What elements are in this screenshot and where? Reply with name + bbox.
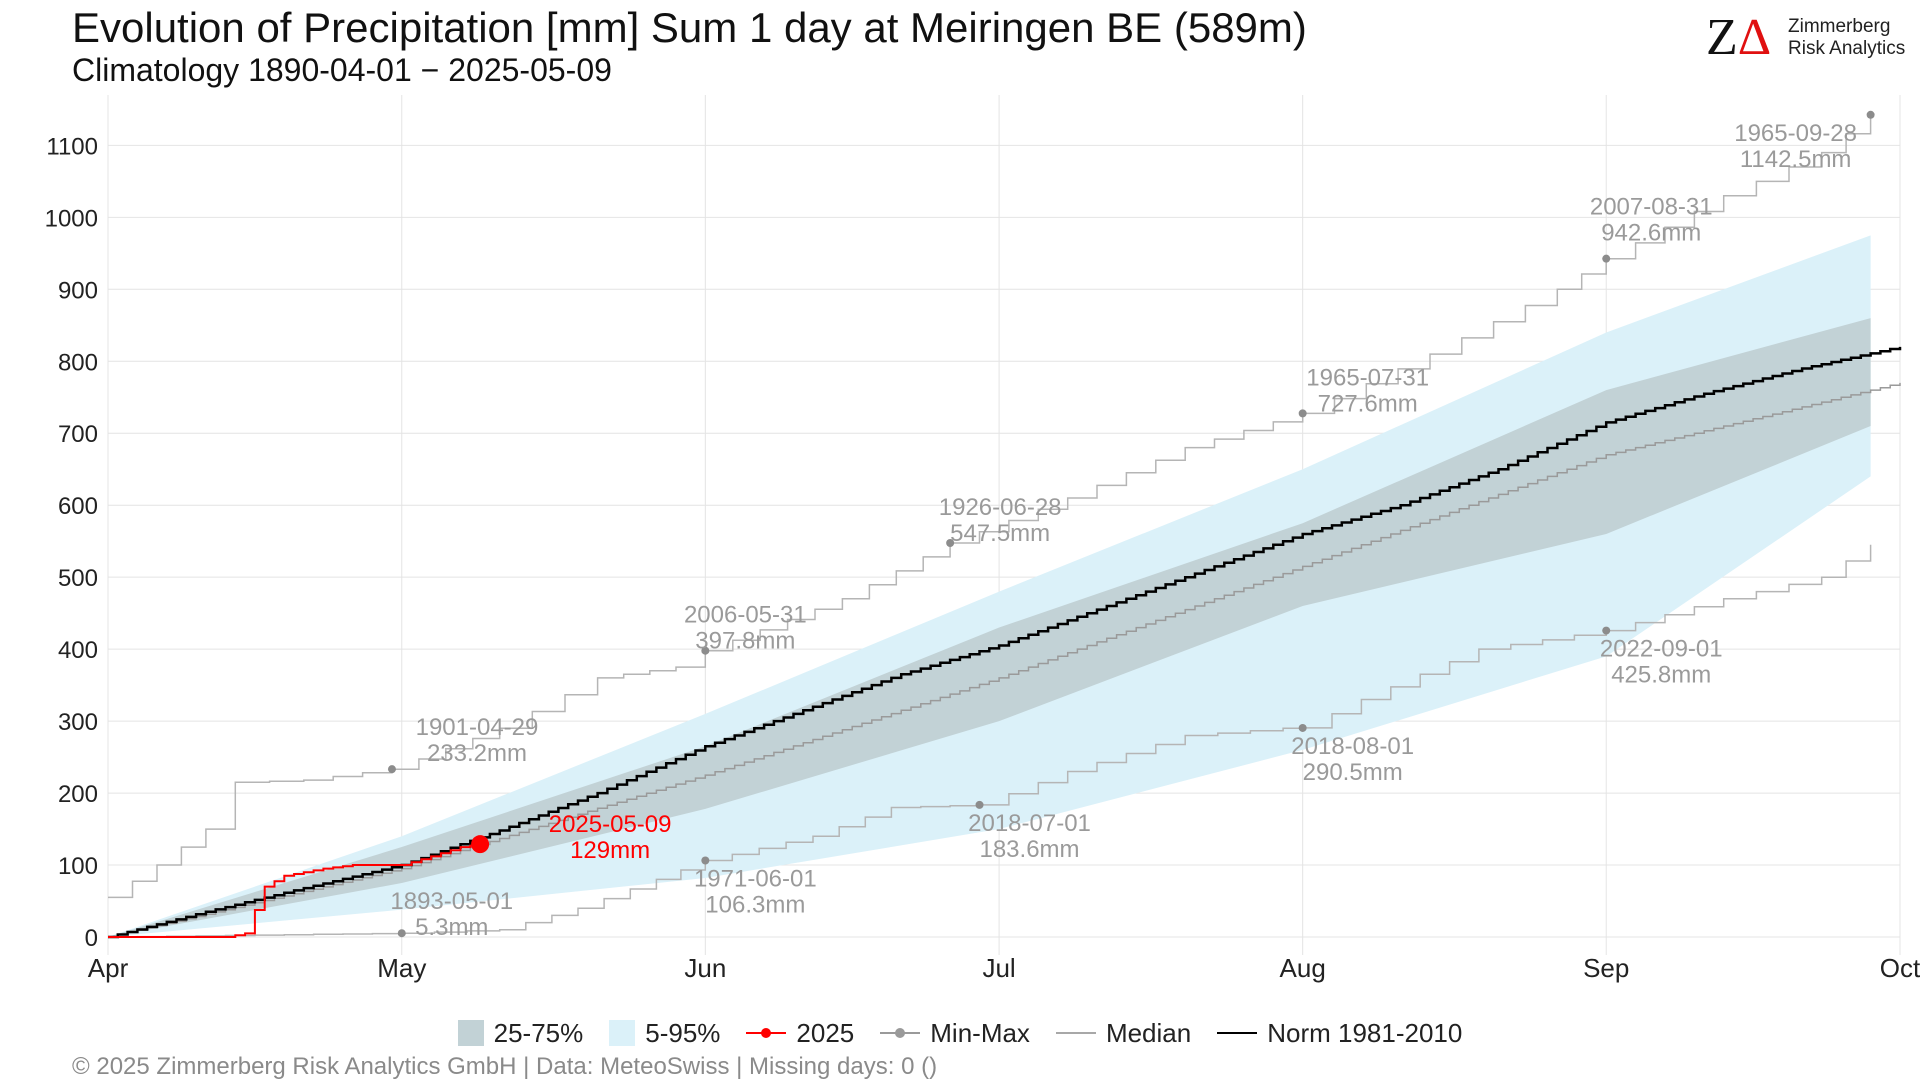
chart-subtitle: Climatology 1890-04-01 − 2025-05-09 <box>72 52 612 88</box>
legend-current-label: 2025 <box>796 1017 855 1048</box>
annotation-point-1965-07-31 <box>1298 409 1307 418</box>
legend-median-swatch <box>1055 1020 1096 1046</box>
legend: 25-75% 5-95% 2025 Min-Max Median Norm 19… <box>0 1013 1920 1053</box>
x-tick-label-jul: Jul <box>982 953 1015 983</box>
annotation-value-1965-09-28: 1142.5mm <box>1740 146 1852 173</box>
logo-line-1: Zimmerberg <box>1788 16 1891 37</box>
legend-norm-swatch <box>1217 1020 1258 1046</box>
logo-mark: ZΔ <box>1706 10 1771 66</box>
axis-labels: 0 100 200 300 400 500 600 700 800 900 1000 1100 Apr M… <box>45 133 1920 983</box>
y-tick-label-0: 0 <box>85 925 98 952</box>
y-tick-label-400: 400 <box>58 637 98 664</box>
annotation-date-2018-08-01: 2018-08-01 <box>1291 733 1414 760</box>
series-line-2025 <box>108 844 482 939</box>
annotation-value-1965-07-31: 727.6mm <box>1318 390 1418 417</box>
annotation-value-2022-09-01: 425.8mm <box>1611 662 1711 689</box>
y-tick-label-700: 700 <box>58 421 98 448</box>
annotation-date-1971-06-01: 1971-06-01 <box>694 866 817 893</box>
y-tick-label-100: 100 <box>58 853 98 880</box>
legend-p5-95-label: 5-95% <box>645 1017 721 1048</box>
company-logo: ZΔ Zimmerberg Risk Analytics <box>1706 10 1906 66</box>
x-tick-label-may: May <box>377 953 426 983</box>
y-tick-label-900: 900 <box>58 277 98 304</box>
annotation-point-1893-05-01 <box>397 929 406 938</box>
legend-iqr-swatch <box>457 1020 484 1046</box>
annotation-value-1971-06-01: 106.3mm <box>705 892 805 919</box>
legend-median: Median <box>1055 1017 1192 1049</box>
legend-norm: Norm 1981-2010 <box>1217 1018 1462 1049</box>
annotation-date-1926-06-28: 1926-06-28 <box>939 494 1062 521</box>
band-25-75 <box>108 318 1871 938</box>
annotation-date-1965-09-28: 1965-09-28 <box>1734 120 1857 147</box>
annotation-point-1926-06-28 <box>946 538 955 547</box>
percentile-bands <box>108 235 1871 938</box>
x-tick-label-aug: Aug <box>1280 953 1326 983</box>
annotation-value-1926-06-28: 547.5mm <box>950 520 1050 547</box>
legend-p5-95: 5-95% <box>609 1018 720 1049</box>
x-tick-label-apr: Apr <box>88 953 129 983</box>
annotation-point-1901-04-29 <box>387 765 396 774</box>
logo-mark-z: Z <box>1706 9 1738 66</box>
legend-current: 2025 <box>746 1018 854 1049</box>
legend-current-swatch <box>746 1020 787 1046</box>
annotation-point-2018-08-01 <box>1298 723 1307 732</box>
y-tick-label-1100: 1100 <box>46 133 98 160</box>
legend-median-label: Median <box>1105 1017 1192 1048</box>
x-tick-label-oct: Oct <box>1880 953 1920 983</box>
annotation-date-2025-05-09: 2025-05-09 <box>549 811 672 838</box>
annotation-date-2022-09-01: 2022-09-01 <box>1600 636 1723 663</box>
legend-minmax-label: Min-Max <box>930 1017 1030 1048</box>
annotation-date-2018-07-01: 2018-07-01 <box>968 810 1091 837</box>
legend-minmax-swatch <box>880 1020 921 1046</box>
annotation-value-2018-07-01: 183.6mm <box>979 836 1079 863</box>
legend-minmax: Min-Max <box>880 1018 1030 1049</box>
legend-iqr: 25-75% <box>457 1017 584 1049</box>
series-line-median <box>108 382 1901 938</box>
annotation-point-1965-09-28 <box>1866 110 1875 119</box>
y-tick-label-500: 500 <box>58 565 98 592</box>
annotation-value-2007-08-31: 942.6mm <box>1601 220 1701 247</box>
current-point-2025 <box>471 835 490 854</box>
annotation-value-1893-05-01: 5.3mm <box>415 914 488 941</box>
annotation-point-2007-08-31 <box>1602 254 1611 263</box>
annotation-point-2006-05-31 <box>701 646 710 655</box>
annotation-date-2006-05-31: 2006-05-31 <box>684 602 807 629</box>
y-tick-label-300: 300 <box>58 709 98 736</box>
annotation-value-2006-05-31: 397.8mm <box>695 628 795 655</box>
y-tick-label-800: 800 <box>58 349 98 376</box>
legend-iqr-label: 25-75% <box>493 1017 584 1048</box>
annotation-point-2022-09-01 <box>1602 626 1611 635</box>
legend-norm-label: Norm 1981-2010 <box>1267 1017 1463 1048</box>
footer-credit: © 2025 Zimmerberg Risk Analytics GmbH | … <box>72 1053 938 1080</box>
annotation-point-1971-06-01 <box>701 856 710 865</box>
legend-p5-95-swatch <box>609 1020 636 1046</box>
annotation-value-2025-05-09: 129mm <box>570 837 650 864</box>
annotation-date-1965-07-31: 1965-07-31 <box>1306 364 1429 391</box>
x-tick-label-jun: Jun <box>684 953 726 983</box>
annotation-date-1893-05-01: 1893-05-01 <box>390 888 513 915</box>
band-5-95 <box>108 235 1871 938</box>
logo-line-2: Risk Analytics <box>1788 38 1906 59</box>
series-line-max <box>108 114 1872 899</box>
annotation-value-2018-08-01: 290.5mm <box>1303 759 1403 786</box>
annotation-point-2018-07-01 <box>975 800 984 809</box>
logo-text: Zimmerberg Risk Analytics <box>1788 16 1905 60</box>
chart-title: Evolution of Precipitation [mm] Sum 1 da… <box>72 4 1307 51</box>
y-tick-label-200: 200 <box>58 781 98 808</box>
x-tick-label-sep: Sep <box>1583 953 1629 983</box>
y-tick-label-600: 600 <box>58 493 98 520</box>
annotation-date-2007-08-31: 2007-08-31 <box>1590 194 1713 221</box>
logo-mark-delta: Δ <box>1737 9 1772 66</box>
y-tick-label-1000: 1000 <box>45 205 98 232</box>
annotation-value-1901-04-29: 233.2mm <box>427 740 527 767</box>
annotation-date-1901-04-29: 1901-04-29 <box>416 714 539 741</box>
